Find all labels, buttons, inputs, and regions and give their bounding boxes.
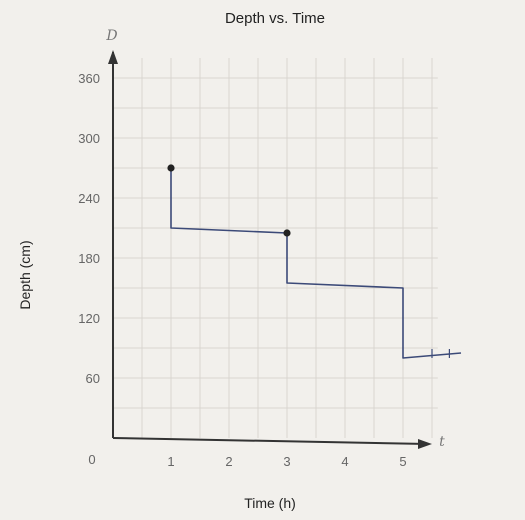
y-axis-arrow-icon: [108, 50, 118, 64]
data-marks: [167, 164, 462, 359]
y-axis-label: Depth (cm): [17, 240, 33, 309]
y-tick-label: 240: [78, 191, 100, 206]
x-axis-line: [112, 437, 429, 445]
x-tick-label: 5: [399, 454, 406, 469]
y-tick-label: 360: [78, 71, 100, 86]
axes: [108, 50, 432, 449]
x-tick-label: 3: [283, 454, 290, 469]
y-variable-label: D: [105, 28, 117, 44]
series-line: [170, 168, 462, 359]
y-tick-label: 300: [78, 131, 100, 146]
y-tick-label: 120: [78, 311, 100, 326]
tick-labels: 1 2 3 4 5 60 120 180 240 300 360: [78, 71, 406, 469]
data-point: [283, 229, 291, 237]
chart-title: Depth vs. Time: [225, 10, 325, 27]
x-tick-label: 1: [167, 454, 174, 469]
x-variable-label: t: [439, 434, 445, 450]
grid: [113, 58, 438, 438]
x-tick-label: 2: [225, 454, 232, 469]
x-axis-arrow-icon: [418, 439, 432, 449]
x-axis-label: Time (h): [244, 495, 296, 511]
x-tick-label: 4: [341, 454, 348, 469]
origin-label: 0: [88, 452, 95, 467]
y-tick-label: 180: [78, 251, 100, 266]
data-point: [167, 164, 175, 172]
y-tick-label: 60: [86, 371, 100, 386]
